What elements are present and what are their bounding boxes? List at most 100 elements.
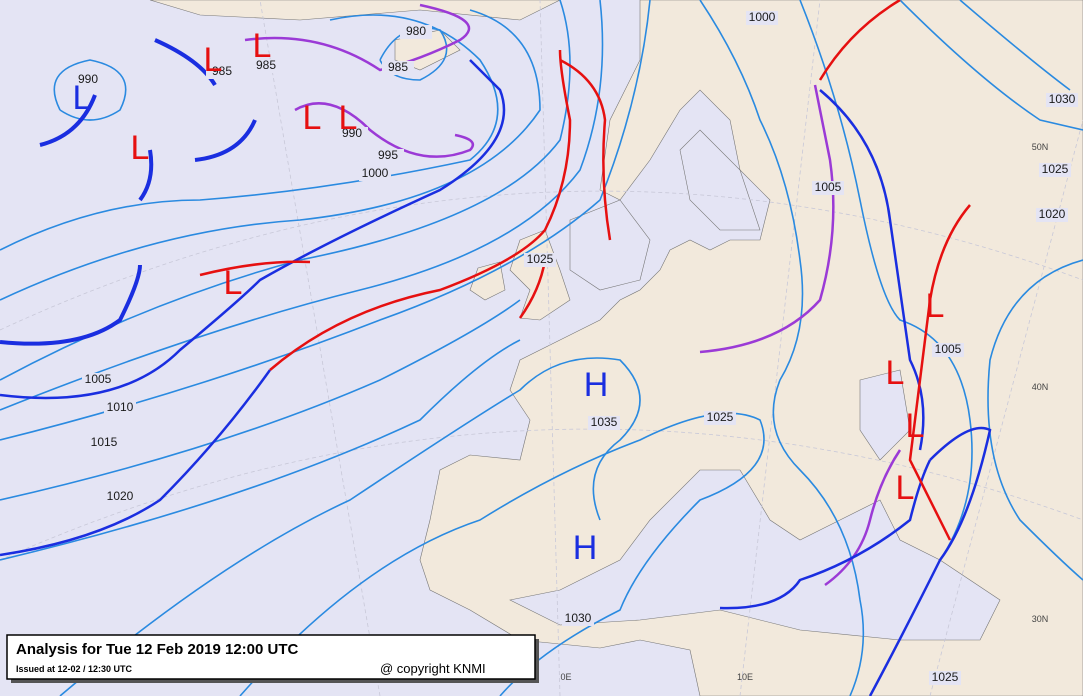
isobar xyxy=(0,339,521,561)
isobar-label: 1005 xyxy=(815,180,842,194)
isobar-label-bg xyxy=(206,65,238,79)
pressure-center: L xyxy=(204,41,223,79)
parallel xyxy=(0,190,1083,331)
isobar-label: 1025 xyxy=(707,410,734,424)
pressure-center: L xyxy=(253,27,272,65)
greenland xyxy=(149,0,561,21)
pressure-center: L xyxy=(73,79,92,117)
isobar-label: 1005 xyxy=(85,372,112,386)
isobar xyxy=(0,14,499,251)
isobar-label-bg xyxy=(524,253,556,267)
graticule-label: 40N xyxy=(1032,382,1049,392)
isobar xyxy=(799,0,973,561)
cold-front xyxy=(719,459,932,610)
graticule-label: 0E xyxy=(560,672,571,682)
isobar xyxy=(239,412,765,696)
isobar-label: 1020 xyxy=(1039,207,1066,221)
isobar-label-bg xyxy=(104,401,136,415)
isobar xyxy=(959,0,1071,91)
isobar-label-bg xyxy=(812,181,844,195)
isobar-label-bg xyxy=(82,373,114,387)
isobar-label-bg xyxy=(932,343,964,357)
graticule-label: 30N xyxy=(1032,614,1049,624)
isobar-label-bg xyxy=(72,73,104,87)
isobar-label: 990 xyxy=(78,72,98,86)
cold-front xyxy=(0,369,272,557)
isobar-label: 995 xyxy=(378,148,398,162)
isobar xyxy=(59,357,641,696)
isobar xyxy=(0,9,541,301)
isobar-label: 1015 xyxy=(91,435,118,449)
black-sea xyxy=(859,369,911,461)
isobar-label: 980 xyxy=(406,24,426,38)
isobar-label: 1005 xyxy=(935,342,962,356)
isobar xyxy=(0,0,604,411)
cold-front xyxy=(0,59,506,400)
occluded-front xyxy=(294,102,475,158)
isobar-label-bg xyxy=(400,25,432,39)
copyright: @ copyright KNMI xyxy=(380,661,486,676)
isobar-label-bg xyxy=(382,61,414,75)
baltic xyxy=(679,129,761,231)
map-title: Analysis for Tue 12 Feb 2019 12:00 UTC xyxy=(16,641,299,658)
isobar-label: 1025 xyxy=(932,670,959,684)
isobar xyxy=(0,299,521,501)
meridian xyxy=(739,0,821,696)
isobar-label: 1030 xyxy=(1049,92,1076,106)
isobar-label-bg xyxy=(372,149,404,163)
isobar-label: 985 xyxy=(212,64,232,78)
isobar-label-bg xyxy=(1046,93,1078,107)
warm-front xyxy=(908,204,971,541)
isobar-label-bg xyxy=(1036,208,1068,222)
isobar-label-bg xyxy=(929,671,961,685)
isobar-label-bg xyxy=(88,436,120,450)
occluded-front xyxy=(824,449,902,587)
fronts xyxy=(0,0,992,696)
meridian xyxy=(259,0,381,696)
isobar xyxy=(699,0,865,696)
pressure-center: H xyxy=(584,366,609,404)
isobar-label-bg xyxy=(336,127,368,141)
isobar-label: 1025 xyxy=(527,252,554,266)
pressure-center: L xyxy=(224,264,243,302)
pressure-center: H xyxy=(573,529,598,567)
isobar-label-bg xyxy=(588,416,620,430)
pressure-center: L xyxy=(906,407,925,445)
isobar-label: 1000 xyxy=(362,166,389,180)
labels: 990 985 985 980 985 990 995 1000 1000 1005 1030 102… xyxy=(72,10,1078,685)
isobar-label-bg xyxy=(704,411,736,425)
legend-box xyxy=(6,634,536,680)
warm-front xyxy=(269,49,572,371)
pressure-center: L xyxy=(339,99,358,137)
britain xyxy=(509,229,571,321)
warm-front xyxy=(559,58,612,241)
trough xyxy=(0,38,257,346)
isobar-label: 1025 xyxy=(1042,162,1069,176)
isobar xyxy=(0,0,571,381)
isobar-label-bg xyxy=(1039,163,1071,177)
cold-front xyxy=(819,89,925,451)
isobar-label-bg xyxy=(104,490,136,504)
cold-front xyxy=(868,426,992,696)
warm-front xyxy=(818,0,901,81)
isobar xyxy=(899,0,1083,131)
isobar-label: 985 xyxy=(256,58,276,72)
isobar xyxy=(0,0,651,441)
meridian xyxy=(929,119,1083,696)
pressure-center: L xyxy=(131,129,150,167)
parallel xyxy=(0,428,1083,561)
isobar-label: 1020 xyxy=(107,489,134,503)
isobar-label: 985 xyxy=(388,60,408,74)
isobar xyxy=(53,59,127,121)
isobar-label-bg xyxy=(746,11,778,25)
pressure-center: L xyxy=(926,287,945,325)
ireland xyxy=(469,261,506,301)
inland-seas xyxy=(509,129,1001,641)
europe xyxy=(419,0,1083,696)
isobar-label-bg xyxy=(562,612,594,626)
north-sea xyxy=(569,199,651,291)
isobar-label-bg xyxy=(359,167,391,181)
